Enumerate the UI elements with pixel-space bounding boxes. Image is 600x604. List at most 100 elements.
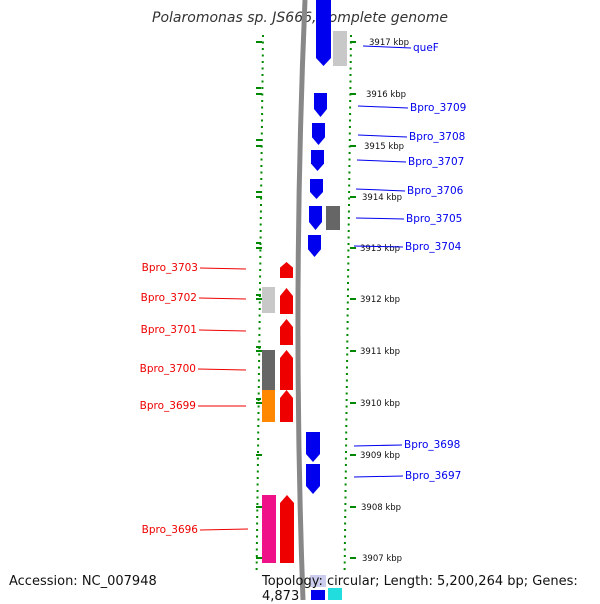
feature-box-pink xyxy=(262,495,276,563)
track-dot xyxy=(256,483,259,486)
track-dot xyxy=(349,87,352,89)
genome-title: Polaromonas sp. JS666, complete genome xyxy=(152,10,448,26)
gene-label-bpro-3702[interactable]: Bpro_3702 xyxy=(141,292,197,304)
track-dot xyxy=(260,197,263,200)
track-dot xyxy=(259,210,262,213)
track-dot xyxy=(260,152,263,154)
track-dot xyxy=(348,191,351,193)
feature-box-light xyxy=(262,287,275,313)
track-dot xyxy=(343,542,346,544)
track-dot xyxy=(260,165,263,167)
track-dot xyxy=(256,516,259,518)
track-dot xyxy=(257,373,260,375)
track-dot xyxy=(262,35,264,37)
tick-label: 3915 kbp xyxy=(364,142,404,152)
gene-label-bpro-3709[interactable]: Bpro_3709 xyxy=(410,102,466,114)
gene-label-bpro-3696[interactable]: Bpro_3696 xyxy=(142,524,199,536)
gene-label-bpro-3701[interactable]: Bpro_3701 xyxy=(141,324,197,336)
gene-arrow-bpro-3701 xyxy=(280,319,293,345)
track-dot xyxy=(258,314,261,317)
track-dot xyxy=(257,451,259,453)
gene-arrow-bottom xyxy=(311,590,325,600)
track-dot xyxy=(346,308,349,310)
tick-label: 3916 kbp xyxy=(366,90,406,100)
track-dot xyxy=(257,386,260,388)
gene-arrow-bpro-3697 xyxy=(306,464,320,494)
track-dot xyxy=(345,379,348,382)
track-dot xyxy=(258,321,261,323)
track-dot xyxy=(347,282,349,284)
track-dot xyxy=(349,100,352,102)
track-dot xyxy=(259,236,262,239)
track-dot xyxy=(347,217,350,219)
track-dot xyxy=(257,379,260,382)
feature-box-faint xyxy=(310,575,326,587)
track-dot xyxy=(350,35,352,37)
gene-arrow-bpro-3698 xyxy=(306,432,320,462)
track-dot xyxy=(258,308,261,310)
gene-label-bpro-3706[interactable]: Bpro_3706 xyxy=(407,185,464,197)
track-dot xyxy=(256,522,259,525)
track-dot xyxy=(347,249,350,252)
track-dot xyxy=(261,80,264,83)
track-dot xyxy=(346,353,349,356)
gene-arrow-bpro-3709 xyxy=(314,93,327,117)
track-dot xyxy=(259,256,262,258)
track-dot xyxy=(259,230,262,232)
track-dot xyxy=(258,353,261,356)
track-dot xyxy=(349,48,352,50)
gene-label-quef[interactable]: queF xyxy=(413,42,439,54)
track-dot xyxy=(257,405,260,408)
track-dot xyxy=(344,490,347,492)
gene-label-bpro-3708[interactable]: Bpro_3708 xyxy=(409,131,465,143)
track-dot xyxy=(345,399,348,401)
track-dot xyxy=(261,67,264,70)
track-dot xyxy=(344,483,347,486)
track-dot xyxy=(257,438,260,440)
track-dot xyxy=(346,360,349,362)
track-dot xyxy=(347,288,349,291)
track-dot xyxy=(260,191,263,193)
track-dot xyxy=(347,269,350,271)
track-dot xyxy=(347,230,350,232)
track-dot xyxy=(346,314,349,317)
gene-label-bpro-3699[interactable]: Bpro_3699 xyxy=(140,400,196,412)
gene-label-bpro-3705[interactable]: Bpro_3705 xyxy=(406,213,462,225)
gene-arrow-bpro-3708 xyxy=(312,123,325,145)
track-dot xyxy=(261,61,264,63)
gene-label-bpro-3698[interactable]: Bpro_3698 xyxy=(404,439,460,451)
track-dot xyxy=(259,282,261,284)
track-dot xyxy=(256,509,259,512)
track-dot xyxy=(346,321,349,323)
track-dot xyxy=(346,327,349,330)
gene-label-bpro-3697[interactable]: Bpro_3697 xyxy=(405,470,461,482)
gene-leader-line xyxy=(355,188,406,192)
track-dot xyxy=(257,431,260,434)
track-dot xyxy=(347,236,350,239)
gene-arrow-bpro-3700 xyxy=(280,350,293,390)
gene-label-bpro-3703[interactable]: Bpro_3703 xyxy=(142,262,198,274)
track-dot xyxy=(259,223,262,226)
track-dot xyxy=(256,464,259,466)
track-dot xyxy=(344,522,347,525)
track-dot xyxy=(348,145,351,148)
track-dot xyxy=(259,249,262,252)
genome-backbone-arc xyxy=(295,0,308,600)
track-dot xyxy=(345,451,347,453)
gene-leader-line xyxy=(357,105,409,109)
track-dot xyxy=(347,223,350,226)
gene-label-bpro-3704[interactable]: Bpro_3704 xyxy=(405,241,462,253)
track-dot xyxy=(344,496,347,499)
gene-label-bpro-3707[interactable]: Bpro_3707 xyxy=(408,156,464,168)
track-dot xyxy=(345,418,348,421)
gene-arrow-bpro-3702 xyxy=(280,288,293,314)
track-dot xyxy=(349,61,352,63)
track-dot xyxy=(345,386,348,388)
track-dot xyxy=(259,288,261,291)
track-dot xyxy=(343,568,346,570)
track-dot xyxy=(347,275,350,278)
track-dot xyxy=(344,464,347,466)
gene-label-bpro-3700[interactable]: Bpro_3700 xyxy=(140,363,196,375)
track-dot xyxy=(257,444,260,447)
track-dot xyxy=(260,204,262,206)
